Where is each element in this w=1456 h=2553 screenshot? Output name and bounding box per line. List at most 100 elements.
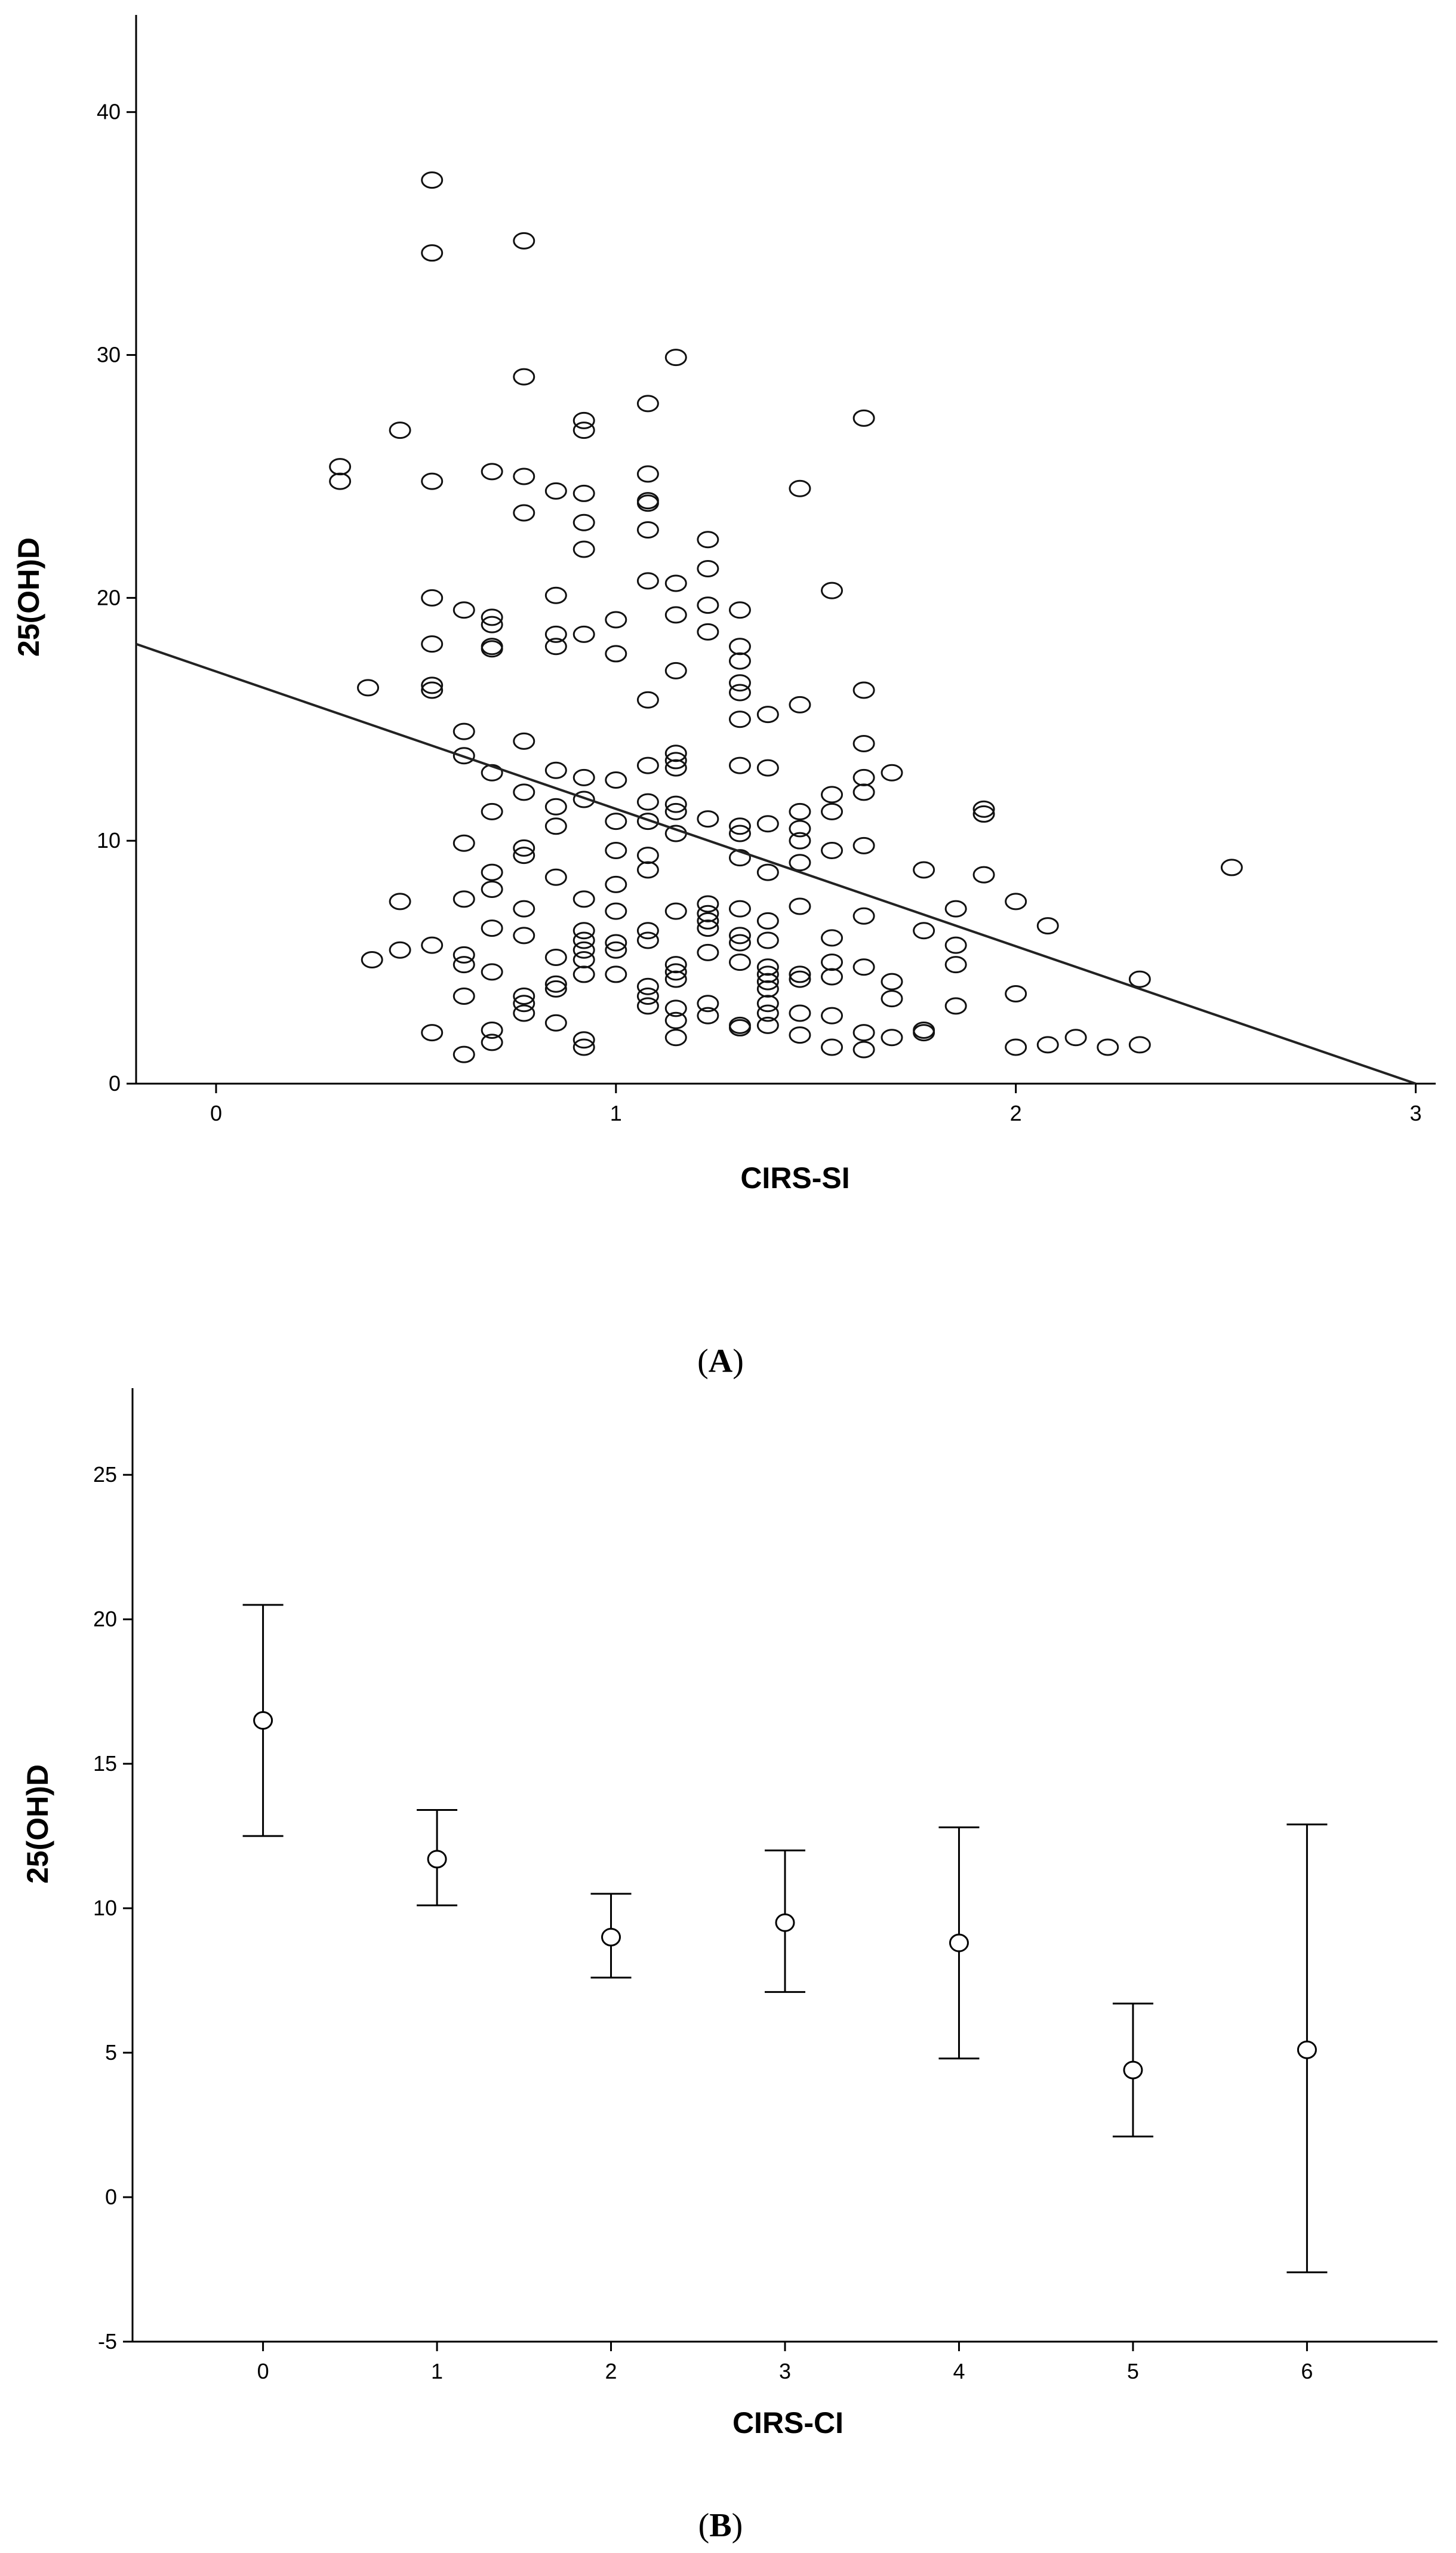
panel-a-point — [421, 589, 444, 607]
panel-a-point — [664, 1011, 687, 1029]
panel-a-point — [481, 802, 503, 820]
panel-a-point — [636, 847, 659, 865]
panel-a-point — [728, 652, 751, 670]
panel-a-point — [481, 881, 503, 899]
panel-a-point — [481, 1033, 503, 1051]
panel-a-point — [756, 980, 779, 998]
panel-a-point — [544, 625, 567, 643]
panel-a-point — [513, 900, 535, 918]
panel-a-point — [789, 897, 811, 915]
panel-a-point — [453, 722, 475, 740]
panel-a-point — [913, 861, 935, 879]
panel-a-point — [1036, 1036, 1059, 1054]
panel-b-x-tick-label: 1 — [431, 2359, 443, 2383]
panel-a-point — [572, 790, 595, 808]
panel-a-point — [852, 958, 875, 976]
panel-a-point — [852, 768, 875, 786]
panel-a-point — [944, 900, 967, 918]
panel-a-point — [881, 764, 903, 782]
panel-a-point — [636, 521, 659, 539]
panel-a-point — [481, 764, 503, 782]
panel-a-point — [664, 759, 687, 777]
panel-a-point — [544, 980, 567, 998]
panel-a-point — [821, 929, 844, 947]
panel-a-point — [544, 798, 567, 816]
panel-a-point — [636, 395, 659, 413]
panel-a-point — [513, 927, 535, 945]
panel-a-point — [789, 854, 811, 872]
panel-a-y-tick-label: 0 — [109, 1071, 121, 1096]
panel-a-point — [697, 1007, 719, 1025]
panel-a-point — [357, 679, 380, 697]
panel-a-point — [728, 900, 751, 918]
panel-a-point — [697, 531, 719, 549]
panel-a-point — [664, 574, 687, 592]
panel-a-point — [572, 922, 595, 940]
panel-a-point — [481, 608, 503, 626]
panel-a-point — [481, 640, 503, 658]
panel-a-point — [821, 1007, 844, 1025]
panel-a-y-axis-label: 25(OH)D — [12, 537, 45, 657]
panel-a-point — [636, 572, 659, 590]
panel-a-point — [421, 1024, 444, 1042]
panel-b-mean-point — [775, 1913, 795, 1932]
panel-a-point — [481, 463, 503, 481]
panel-a-point — [728, 1019, 751, 1036]
panel-a-point — [544, 482, 567, 500]
panel-b-mean-point — [601, 1927, 621, 1946]
panel-a-point — [821, 1038, 844, 1056]
panel-a-point — [664, 956, 687, 974]
panel-a-point — [697, 560, 719, 578]
panel-a-point — [605, 611, 627, 629]
panel-a-point — [453, 747, 475, 765]
panel-a-point — [513, 732, 535, 750]
panel-a-point — [329, 472, 352, 490]
panel-a-point — [1036, 917, 1059, 935]
panel-a-y-tick-label: 20 — [97, 585, 121, 610]
panel-a-point — [453, 601, 475, 619]
panel-a-point — [728, 710, 751, 728]
panel-a-point — [944, 936, 967, 954]
panel-a-point — [481, 1022, 503, 1039]
panel-a-point — [513, 368, 535, 386]
panel-a-label: (A) — [697, 1343, 744, 1380]
panel-a-point — [852, 1024, 875, 1042]
panel-a-point — [664, 795, 687, 813]
panel-a-point — [453, 946, 475, 964]
panel-a-point — [572, 411, 595, 429]
panel-b-y-tick-label: 25 — [93, 1462, 117, 1487]
panel-a-point — [789, 832, 811, 850]
panel-b-y-tick-label: 0 — [105, 2185, 117, 2209]
panel-a-point — [572, 625, 595, 643]
panel-a-point — [852, 409, 875, 427]
panel-a-point — [1005, 1038, 1027, 1056]
panel-a-point — [664, 606, 687, 624]
panel-a-point — [361, 951, 383, 969]
panel-a-point — [664, 662, 687, 679]
panel-a-point — [572, 941, 595, 959]
panel-a-point — [544, 586, 567, 604]
panel-a-point — [852, 783, 875, 801]
panel-a-point — [756, 995, 779, 1013]
panel-a-label-letter: A — [709, 1343, 733, 1380]
panel-a-point — [544, 1014, 567, 1032]
panel-a-point — [421, 681, 444, 699]
panel-a-y-tick-label: 40 — [97, 100, 121, 124]
panel-a-point — [852, 836, 875, 854]
panel-a-point — [821, 786, 844, 804]
panel-b-y-tick-label: 5 — [105, 2040, 117, 2065]
panel-a-point — [944, 997, 967, 1015]
panel-a-point — [697, 943, 719, 961]
panel-a-point — [852, 734, 875, 752]
panel-a-point — [636, 756, 659, 774]
panel-a-point — [789, 1004, 811, 1022]
panel-a-point — [1220, 859, 1243, 876]
panel-a-point — [636, 494, 659, 512]
panel-a-point — [697, 623, 719, 641]
panel-a-point — [605, 941, 627, 959]
panel-a-point — [421, 936, 444, 954]
panel-a-point — [852, 1041, 875, 1059]
panel-a-point — [756, 863, 779, 881]
panel-a-point — [453, 1045, 475, 1063]
